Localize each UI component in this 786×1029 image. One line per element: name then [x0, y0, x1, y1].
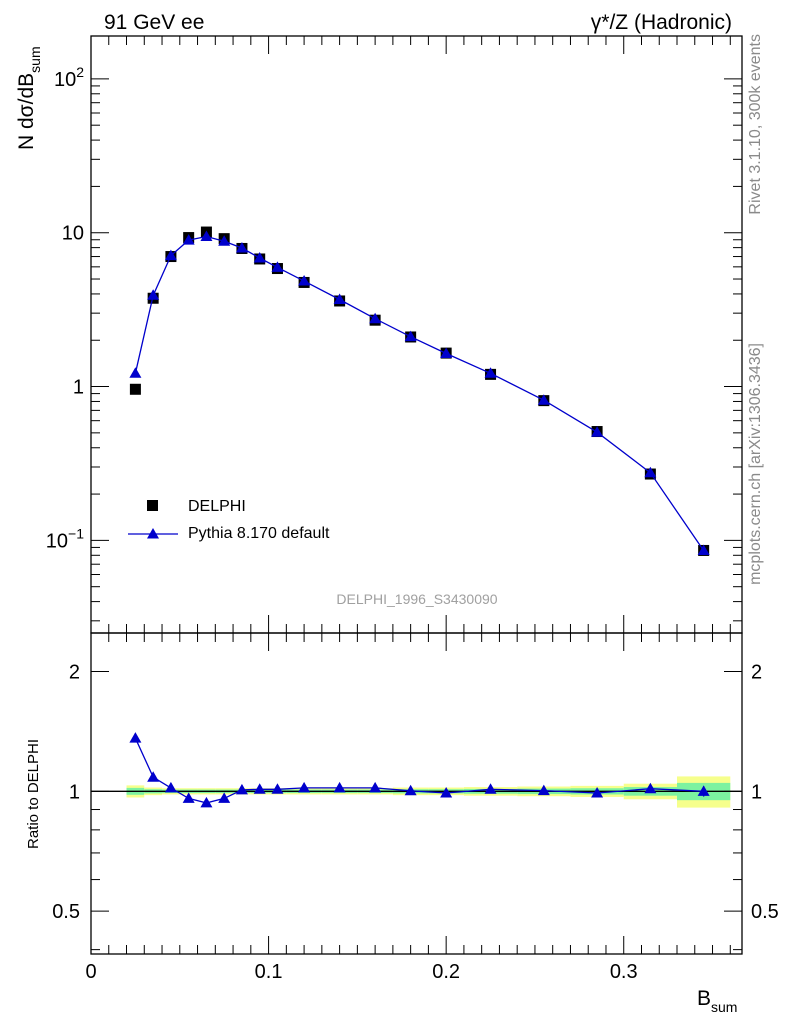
legend-marker-pythia [147, 528, 159, 539]
ratio-pythia-point [147, 771, 160, 782]
pythia-data-point [440, 347, 453, 358]
svg-text:N dσ/dBsum: N dσ/dBsum [15, 46, 43, 150]
ratio-pythia-point [235, 783, 248, 795]
ratio-y-axis-title: Ratio to DELPHI [25, 739, 42, 849]
ratio-pythia-point [164, 781, 177, 793]
ratio-pythia-point [591, 787, 604, 798]
pythia-data-point [333, 293, 346, 305]
svg-text:Bsum: Bsum [697, 987, 737, 1015]
main-y-tick-label: 1 [73, 377, 84, 399]
main-y-tick-label: 10 [62, 223, 84, 245]
ratio-y-tick-label-right: 0.5 [751, 901, 779, 923]
pythia-data-point [369, 312, 382, 324]
main-plot-frame [90, 35, 743, 634]
x-tick-label: 0.2 [432, 961, 460, 983]
x-tick-label: 0.3 [610, 961, 638, 983]
ratio-plot-panel: 0 0.1 0.2 0.3 0.5 0.5 1 1 2 2 [52, 632, 779, 983]
x-axis-title-text: B [697, 987, 711, 1010]
ratio-pythia-point [440, 787, 453, 798]
ratio-y-tick-label-left: 2 [69, 662, 80, 684]
pythia-data-point [129, 367, 142, 378]
header-right-label: γ*/Z (Hadronic) [591, 11, 732, 34]
main-y-tick-label-exponent: −1 [68, 525, 84, 541]
pythia-data-point [235, 242, 248, 253]
pythia-data-point [253, 251, 266, 263]
ratio-pythia-point [271, 783, 284, 794]
main-y-tick-label-base: 10 [54, 69, 76, 91]
ratio-pythia-point [644, 782, 657, 794]
pythia-data-point [147, 289, 160, 300]
pythia-data-point [298, 275, 311, 286]
ratio-y-tick-label-right: 2 [751, 662, 762, 684]
x-tick-label: 0.1 [255, 961, 283, 983]
pythia-data-point [591, 426, 604, 437]
ratio-pythia-point [369, 781, 382, 793]
pythia-data-point [218, 235, 231, 246]
legend-marker-delphi [147, 500, 158, 511]
pythia-data-point [697, 544, 710, 555]
pythia-data-point [404, 330, 417, 342]
ratio-pythia-point [333, 781, 346, 793]
main-y-tick-label: 10−1 [46, 525, 84, 552]
ratio-pythia-point [129, 732, 142, 743]
pythia-data-point [164, 249, 177, 261]
ratio-pythia-point [218, 792, 231, 803]
header-left-label: 91 GeV ee [104, 11, 204, 34]
main-y-tick-label-base: 10 [46, 530, 68, 552]
ratio-pythia-point [200, 796, 213, 808]
ratio-plot-frame [90, 632, 743, 955]
ratio-pythia-point [253, 783, 266, 794]
x-axis-title-subscript: sum [711, 999, 737, 1015]
main-y-axis-title-subscript: sum [27, 46, 43, 72]
ratio-pythia-point [298, 781, 311, 793]
ratio-y-tick-label-left: 0.5 [52, 901, 80, 923]
main-y-axis-title-text: N dσ/dB [15, 73, 38, 150]
ratio-y-tick-label-left: 1 [69, 781, 80, 803]
ratio-pythia-point [404, 784, 417, 796]
legend-label-pythia: Pythia 8.170 default [188, 525, 330, 542]
ratio-pythia-point [697, 785, 710, 796]
main-y-tick-label: 102 [54, 64, 84, 91]
ratio-y-tick-label-right: 1 [751, 781, 762, 803]
mcplots-source-label: mcplots.cern.ch [arXiv:1306.3436] [747, 343, 764, 585]
delphi-data-point [129, 383, 141, 395]
analysis-watermark: DELPHI_1996_S3430090 [336, 591, 497, 607]
pythia-data-point [200, 230, 213, 241]
ratio-pythia-point [537, 784, 550, 796]
ratio-pythia-point [182, 792, 195, 803]
main-y-tick-label-exponent: 2 [76, 64, 84, 80]
legend-label-delphi: DELPHI [188, 498, 246, 515]
pythia-data-point [182, 234, 195, 245]
pythia-data-point [644, 466, 657, 478]
legend: DELPHI Pythia 8.170 default [128, 498, 330, 542]
ratio-pythia-point [484, 783, 497, 794]
pythia-data-point [271, 261, 284, 272]
x-tick-label: 0 [85, 961, 96, 983]
pythia-data-point [484, 367, 497, 378]
x-axis-title: Bsum [697, 987, 737, 1015]
rivet-version-label: Rivet 3.1.10, 300k events [747, 34, 764, 215]
pythia-data-point [537, 394, 550, 405]
main-y-axis-title: N dσ/dBsum [15, 46, 43, 150]
